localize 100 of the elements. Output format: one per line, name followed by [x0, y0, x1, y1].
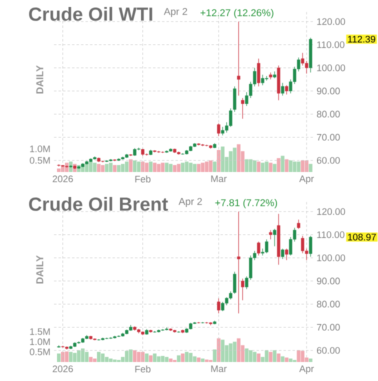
bar [129, 349, 133, 362]
bar [253, 352, 257, 362]
bar [85, 352, 89, 362]
bar [269, 162, 273, 172]
text: 108.97 [348, 234, 376, 240]
candlestick [233, 271, 236, 294]
bar [133, 160, 137, 172]
bar [197, 164, 201, 172]
bar [101, 353, 105, 362]
bar [125, 350, 129, 362]
y-tick-label: 70.00 [317, 134, 340, 141]
bar [205, 162, 209, 172]
bar [213, 162, 217, 172]
candlestick [281, 248, 284, 260]
bar [113, 165, 117, 172]
x-tick-label: 2026 [52, 366, 74, 372]
candlestick [241, 98, 244, 120]
y2-axis-title: DAILY [36, 255, 44, 284]
text: 112.39 [348, 36, 376, 43]
bar [269, 352, 273, 362]
x-tick-label: Apr [299, 366, 314, 374]
bar [153, 353, 157, 362]
annotation: +7.81 (7.72%) [216, 198, 278, 208]
bar [257, 162, 261, 172]
bar [93, 358, 97, 362]
bar [129, 159, 133, 172]
bar [65, 351, 69, 362]
bar [289, 358, 293, 362]
bar [285, 159, 289, 172]
bar [249, 350, 253, 362]
bar [177, 164, 181, 172]
bar [265, 350, 269, 362]
annotation: +12.27 (12.26%) [200, 8, 274, 18]
bar [273, 164, 277, 172]
y-tick-label: 110.00 [317, 231, 345, 238]
bar [261, 162, 265, 172]
bar [257, 353, 261, 362]
bar [237, 338, 241, 362]
bar [137, 162, 141, 172]
bar [165, 356, 169, 362]
bar [285, 358, 289, 362]
bar [145, 162, 149, 172]
bar [245, 159, 249, 172]
candlestick [241, 278, 244, 301]
bar [69, 352, 73, 362]
bar [185, 352, 189, 362]
candlestick [265, 239, 268, 254]
chart-title: Crude Oil Brent [29, 196, 168, 211]
candlestick [281, 82, 284, 96]
candlestick [269, 230, 272, 240]
bar [169, 164, 173, 172]
candlestick [257, 58, 260, 87]
bar [229, 151, 233, 172]
y2-axis-title: DAILY [36, 65, 44, 94]
bar [273, 350, 277, 362]
bar [297, 162, 301, 172]
y2-tick-label: 1.0M [30, 338, 50, 346]
bar [309, 164, 313, 172]
bar [81, 348, 85, 362]
bar [125, 162, 129, 172]
annotation: Apr 2 [178, 198, 202, 207]
candlestick [237, 211, 240, 314]
bar [237, 144, 241, 172]
bar [181, 162, 185, 172]
bar [121, 164, 125, 172]
y2-tick-label: 0.5M [30, 348, 50, 356]
bar [101, 165, 105, 172]
y-tick-label: 100.00 [317, 254, 346, 262]
bar [117, 165, 121, 172]
bar [165, 162, 169, 172]
bar [161, 356, 165, 362]
bar [233, 148, 237, 172]
y-tick-label: 120.00 [317, 208, 346, 215]
candlestick [237, 21, 240, 96]
candlestick [285, 84, 288, 95]
bar [137, 352, 141, 362]
bar [229, 343, 233, 362]
bar [213, 349, 217, 362]
bar [249, 159, 253, 172]
y-tick-label: 70.00 [317, 324, 340, 331]
bar [193, 164, 197, 172]
y-tick-label: 100.00 [317, 64, 346, 72]
bar [97, 164, 101, 172]
y2-tick-label: 0.5M [30, 157, 50, 164]
x-tick-label: Feb [136, 176, 151, 182]
bar [181, 353, 185, 362]
candlestick [301, 52, 304, 66]
candlestick [229, 108, 232, 128]
bar [221, 340, 225, 362]
bar [173, 165, 177, 172]
candlestick [221, 302, 224, 312]
bar [297, 350, 301, 362]
y2-tick-label: 1.0M [30, 146, 50, 152]
y-tick-label: 60.00 [317, 157, 340, 164]
x-tick-label: Mar [212, 366, 227, 372]
bar [309, 358, 313, 362]
x-tick-label: Apr [299, 176, 314, 184]
bar [133, 350, 137, 362]
candlestick [305, 60, 308, 74]
x-tick-label: Mar [212, 176, 227, 182]
